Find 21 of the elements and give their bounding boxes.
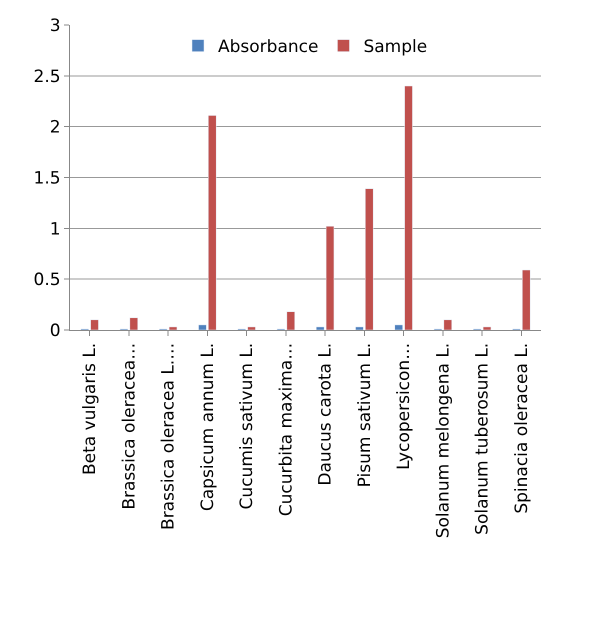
legend-label: Sample: [363, 37, 428, 58]
x-tick-label: Capsicum annum L.: [198, 342, 218, 512]
x-tick-label: Brassica oleracea…: [119, 342, 140, 510]
x-tick-label: Beta vulgaris L.: [80, 342, 100, 476]
x-tick-label: Spinacia oleracea L.: [512, 342, 532, 514]
x-tick-label: Brassica oleracea L.…: [158, 342, 179, 530]
legend-label: Absorbance: [218, 37, 318, 58]
y-tick-label: 2: [50, 118, 61, 138]
x-tick-label: Solanum melongena L.: [433, 342, 454, 538]
x-tick-label: Lycopersicon…: [394, 342, 414, 470]
y-tick-label: 1.5: [34, 168, 61, 188]
x-tick-label: Solanum tuberosum L.: [472, 342, 493, 535]
x-tick-label: Pisum sativum L.: [354, 342, 375, 488]
y-tick-label: 3: [50, 16, 61, 36]
y-tick-label: 0: [50, 320, 61, 341]
x-tick-label: Cucurbita maxima…: [276, 342, 296, 516]
y-tick-label: 0.5: [34, 270, 61, 290]
y-tick-label: 2.5: [34, 66, 61, 87]
x-tick-label: Cucumis sativum L.: [237, 342, 258, 510]
x-tick-label: Daucus carota L.: [316, 342, 336, 486]
y-tick-label: 1: [50, 219, 61, 240]
